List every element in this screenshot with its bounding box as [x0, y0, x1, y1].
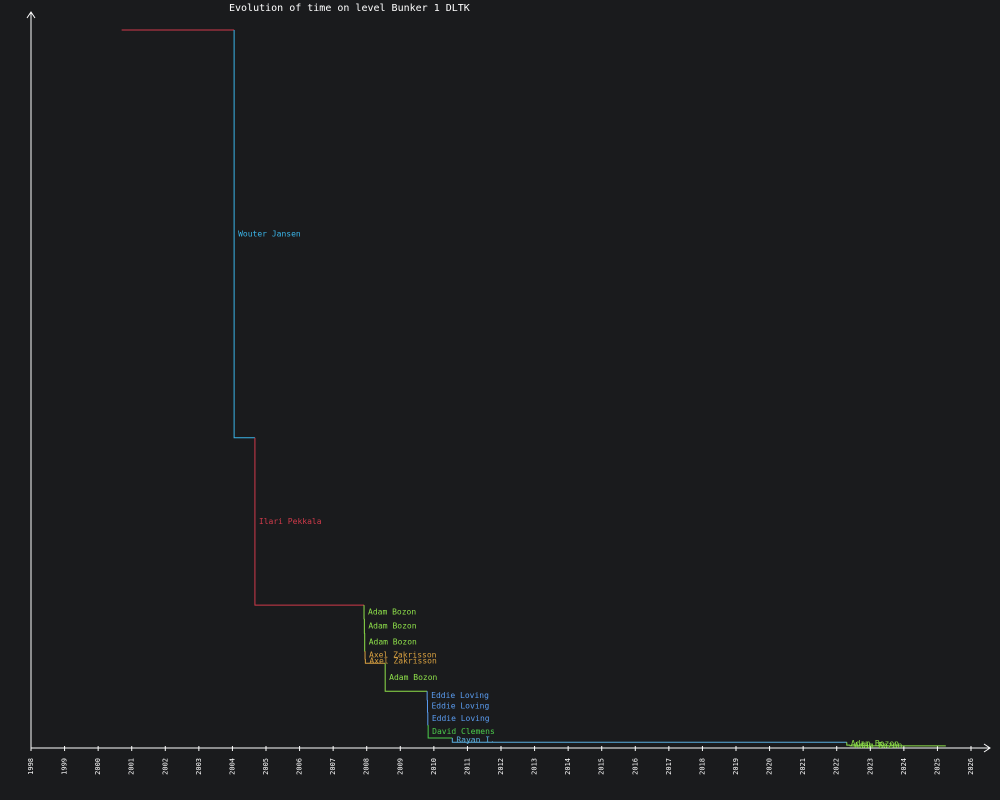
record-step [254, 437, 365, 606]
record-step [846, 742, 851, 746]
record-label: Eddie Loving [431, 691, 489, 700]
record-label: Axel Zakrisson [369, 651, 437, 660]
x-tick-label: 2016 [631, 758, 639, 775]
record-label: Ilari Pekkala [259, 517, 322, 526]
record-label: David Clemens [432, 727, 495, 736]
x-tick-label: 2017 [665, 758, 673, 775]
record-label: Rayan I. [456, 736, 495, 745]
record-step [233, 29, 255, 439]
x-tick-label: 2005 [262, 758, 270, 775]
record-step [364, 658, 386, 664]
record-label: Adam Bozon [368, 621, 416, 630]
x-tick-label: 2001 [128, 758, 136, 775]
x-tick-label: 2007 [329, 758, 337, 775]
x-tick-label: 2015 [598, 758, 606, 775]
x-tick-label: 2019 [732, 758, 740, 775]
x-tick-label: 2003 [195, 758, 203, 775]
y-axis [26, 11, 36, 748]
record-step [427, 725, 453, 739]
x-tick-label: 2025 [933, 758, 941, 775]
x-tick-label: 1998 [27, 758, 35, 775]
x-tick-label: 2022 [833, 758, 841, 775]
x-tick-label: 2004 [228, 758, 236, 775]
record-label: Eddie Loving [432, 714, 490, 723]
x-tick-label: 2000 [94, 758, 102, 775]
record-step [849, 745, 946, 747]
record-label: Adam Bozon [851, 739, 899, 748]
record-label: Adam Bozon [389, 673, 437, 682]
record-label: Adam Bozon [368, 607, 416, 616]
x-tick-label: 2026 [967, 758, 975, 775]
record-label: Wouter Jansen [238, 229, 301, 238]
x-tick-label: 2023 [866, 758, 874, 775]
x-tick-label: 2002 [161, 758, 169, 775]
x-tick-label: 2011 [463, 758, 471, 775]
x-tick-label: 2014 [564, 758, 572, 775]
x-axis [31, 743, 991, 753]
x-tick-label: 2008 [363, 758, 371, 775]
chart-title: Evolution of time on level Bunker 1 DLTK [229, 3, 470, 14]
x-tick-label: 2024 [900, 758, 908, 775]
record-label: Axel Zakrisson [369, 657, 437, 666]
record-label: Adam Bozon [854, 741, 902, 750]
x-tick-label: 1999 [61, 758, 69, 775]
x-tick-label: 2010 [430, 758, 438, 775]
x-tick-label: 2009 [396, 758, 404, 775]
x-tick-label: 2006 [296, 758, 304, 775]
record-step [451, 737, 847, 743]
record-step [384, 663, 428, 692]
x-tick-label: 2012 [497, 758, 505, 775]
x-tick-label: 2013 [531, 758, 539, 775]
record-label: Eddie Loving [431, 701, 489, 710]
x-tick-label: 2021 [799, 758, 807, 775]
x-tick-label: 2020 [766, 758, 774, 775]
x-tick-label: 2018 [698, 758, 706, 775]
record-label: Adam Bozon [369, 638, 417, 647]
